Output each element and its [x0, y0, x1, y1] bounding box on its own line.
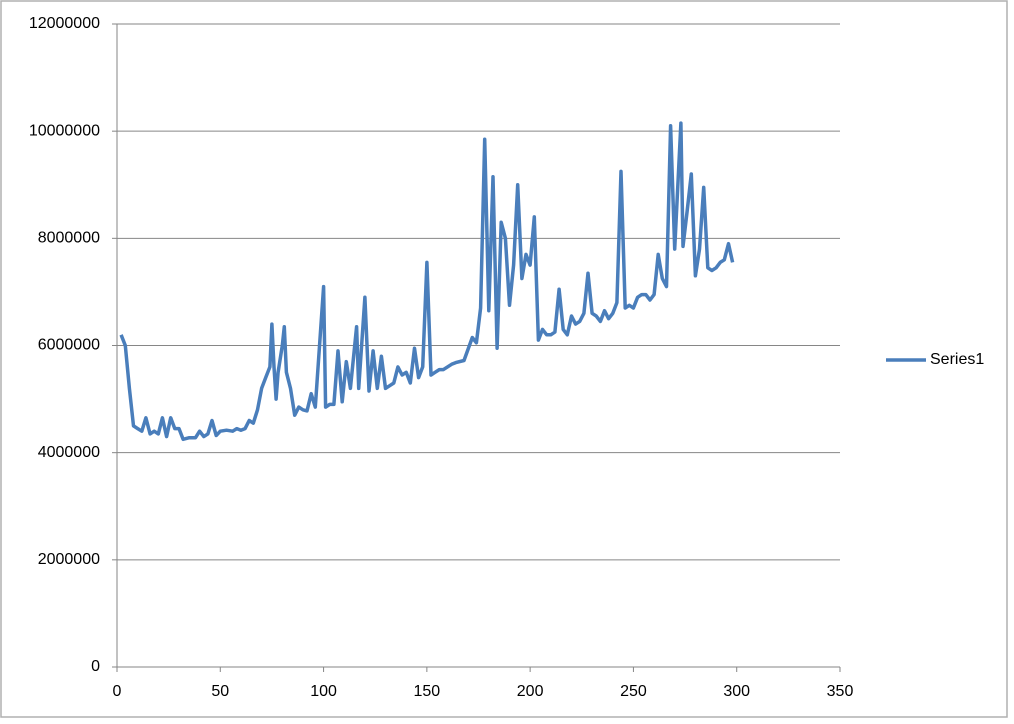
y-tick-label: 0 — [91, 658, 100, 675]
y-tick-label: 2000000 — [38, 551, 100, 568]
y-tick-label: 8000000 — [38, 230, 100, 247]
legend-label: Series1 — [930, 351, 984, 368]
x-tick-label: 100 — [310, 683, 337, 700]
y-tick-label: 12000000 — [29, 15, 100, 32]
x-tick-label: 250 — [620, 683, 647, 700]
x-tick-label: 0 — [113, 683, 122, 700]
x-tick-label: 50 — [211, 683, 229, 700]
x-tick-label: 350 — [827, 683, 854, 700]
y-tick-label: 4000000 — [38, 444, 100, 461]
x-tick-label: 300 — [723, 683, 750, 700]
x-tick-label: 150 — [414, 683, 441, 700]
y-tick-label: 10000000 — [29, 122, 100, 139]
series-line — [119, 121, 735, 442]
y-tick-label: 6000000 — [38, 337, 100, 354]
x-tick-label: 200 — [517, 683, 544, 700]
